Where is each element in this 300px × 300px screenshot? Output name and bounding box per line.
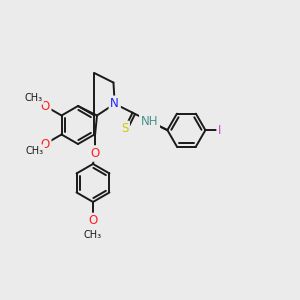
Text: N: N bbox=[110, 97, 119, 110]
Text: S: S bbox=[121, 122, 128, 135]
Text: NH: NH bbox=[141, 115, 158, 128]
Text: I: I bbox=[218, 124, 221, 136]
Text: O: O bbox=[40, 100, 50, 112]
Text: O: O bbox=[90, 147, 100, 160]
Text: CH₃: CH₃ bbox=[24, 93, 42, 103]
Text: CH₃: CH₃ bbox=[25, 146, 43, 156]
Text: CH₃: CH₃ bbox=[84, 230, 102, 240]
Text: O: O bbox=[40, 137, 50, 151]
Text: O: O bbox=[88, 214, 98, 227]
